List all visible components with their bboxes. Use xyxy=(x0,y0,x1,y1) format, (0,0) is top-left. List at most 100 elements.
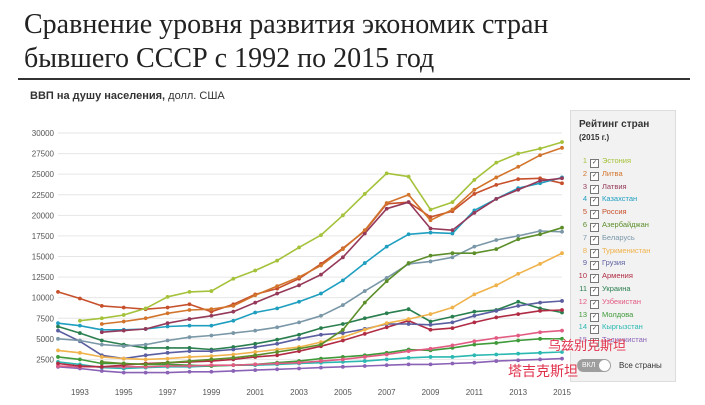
legend-item[interactable]: 12 ✓ Узбекистан xyxy=(577,296,641,309)
legend-item[interactable]: 2 ✓ Литва xyxy=(577,168,623,181)
checkbox-icon[interactable]: ✓ xyxy=(590,287,599,296)
data-point-11 xyxy=(253,341,258,346)
data-point-1 xyxy=(231,276,236,281)
legend-country-name: Грузия xyxy=(602,258,626,268)
data-point-2 xyxy=(340,247,345,251)
data-point-7 xyxy=(384,276,389,280)
data-point-9 xyxy=(253,345,258,349)
checkbox-icon[interactable]: ✓ xyxy=(590,171,599,181)
x-tick-label: 1993 xyxy=(71,388,89,397)
page-headline: Сравнение уровня развития экономик стран… xyxy=(24,8,548,76)
data-point-1 xyxy=(494,160,499,165)
legend-item[interactable]: 7 ✓ Беларусь xyxy=(577,232,635,245)
legend-item[interactable]: 4 ✓ Казахстан xyxy=(577,193,637,207)
data-point-6 xyxy=(297,346,301,351)
legend-country-name: Молдова xyxy=(602,309,634,319)
data-point-12 xyxy=(450,343,455,348)
data-point-3 xyxy=(340,255,345,260)
data-point-7 xyxy=(143,342,148,347)
y-tick-label: 2500 xyxy=(36,355,54,364)
data-point-6 xyxy=(450,251,455,256)
data-point-12 xyxy=(297,360,301,365)
legend-subtitle: (2015 г.) xyxy=(579,133,610,142)
data-point-3 xyxy=(319,272,323,277)
data-point-7 xyxy=(560,229,564,234)
data-point-6 xyxy=(406,261,411,265)
checkbox-icon[interactable]: ✓ xyxy=(590,223,599,232)
data-point-2 xyxy=(406,192,411,197)
series-line-9 xyxy=(57,300,563,360)
data-point-12 xyxy=(319,359,323,363)
data-point-11 xyxy=(362,316,367,321)
data-point-15 xyxy=(99,369,104,373)
data-point-3 xyxy=(187,317,192,321)
data-point-5 xyxy=(494,182,499,187)
checkbox-icon[interactable]: ✓ xyxy=(590,274,599,284)
series-line-2 xyxy=(101,147,563,325)
data-point-1 xyxy=(340,213,345,218)
data-point-7 xyxy=(56,336,60,341)
checkbox-icon[interactable]: ✓ xyxy=(590,261,599,271)
checkbox-icon[interactable]: ✓ xyxy=(590,235,599,245)
data-point-15 xyxy=(340,364,345,369)
data-point-2 xyxy=(121,319,126,324)
data-point-13 xyxy=(494,341,499,345)
data-point-6 xyxy=(340,327,345,332)
legend-item[interactable]: 3 ✓ Латвия xyxy=(577,181,627,194)
checkbox-icon[interactable]: ✓ xyxy=(590,338,599,348)
legend-item[interactable]: 10 ✓ Армения xyxy=(577,270,633,284)
legend-item[interactable]: 11 ✓ Украина xyxy=(577,283,631,296)
data-point-14 xyxy=(450,355,455,359)
legend-country-name: Литва xyxy=(602,168,623,178)
legend-rank: 10 xyxy=(578,271,587,281)
checkbox-icon[interactable]: ✓ xyxy=(590,248,599,258)
legend-item[interactable]: 8 ✓ Туркменистан xyxy=(577,245,650,258)
legend-item[interactable]: 5 ✓ Россия xyxy=(577,206,627,220)
data-point-6 xyxy=(428,253,433,258)
legend-country-name: Азербайджан xyxy=(602,220,649,229)
x-tick-label: 2003 xyxy=(290,388,308,397)
legend-rank: 1 xyxy=(582,156,587,165)
data-point-12 xyxy=(428,346,433,351)
checkbox-icon[interactable]: ✓ xyxy=(590,210,599,220)
legend-item[interactable]: 14 ✓ Кыргызстан xyxy=(577,321,643,335)
data-point-2 xyxy=(384,201,389,205)
data-point-8 xyxy=(165,356,170,361)
legend-item[interactable]: 15 ✓ Таджикистан xyxy=(577,334,647,348)
legend-item[interactable]: 9 ✓ Грузия xyxy=(577,257,626,271)
data-point-9 xyxy=(275,341,280,346)
checkbox-icon[interactable]: ✓ xyxy=(590,312,599,322)
data-point-8 xyxy=(253,350,258,354)
data-point-1 xyxy=(187,290,192,294)
data-point-11 xyxy=(165,345,170,350)
legend-item[interactable]: 6 ✓ Азербайджан xyxy=(577,219,649,232)
data-point-12 xyxy=(472,339,477,344)
series-line-6 xyxy=(101,226,563,366)
legend-rank: 2 xyxy=(582,168,587,178)
legend-item[interactable]: 13 ✓ Молдова xyxy=(577,309,634,322)
data-point-7 xyxy=(165,338,170,343)
data-point-4 xyxy=(428,230,433,235)
data-point-1 xyxy=(384,171,389,176)
checkbox-icon[interactable]: ✓ xyxy=(590,299,599,309)
data-point-10 xyxy=(450,326,455,331)
data-point-11 xyxy=(143,345,148,350)
data-point-15 xyxy=(209,369,214,374)
checkbox-icon[interactable]: ✓ xyxy=(590,325,599,335)
data-point-9 xyxy=(187,349,192,354)
legend-country-name: Таджикистан xyxy=(602,335,647,345)
checkbox-icon[interactable]: ✓ xyxy=(590,159,599,168)
data-point-6 xyxy=(494,247,499,251)
legend-item[interactable]: 1 ✓ Эстония xyxy=(577,155,631,168)
data-point-1 xyxy=(538,146,542,151)
y-tick-label: 5000 xyxy=(36,335,54,344)
data-point-7 xyxy=(494,238,499,242)
data-point-2 xyxy=(143,316,148,321)
all-countries-toggle[interactable]: ВКЛ xyxy=(577,359,611,372)
legend-rank: 7 xyxy=(582,232,587,242)
data-point-7 xyxy=(538,229,542,233)
data-point-8 xyxy=(121,356,126,361)
checkbox-icon[interactable]: ✓ xyxy=(590,197,599,207)
checkbox-icon[interactable]: ✓ xyxy=(590,184,599,194)
